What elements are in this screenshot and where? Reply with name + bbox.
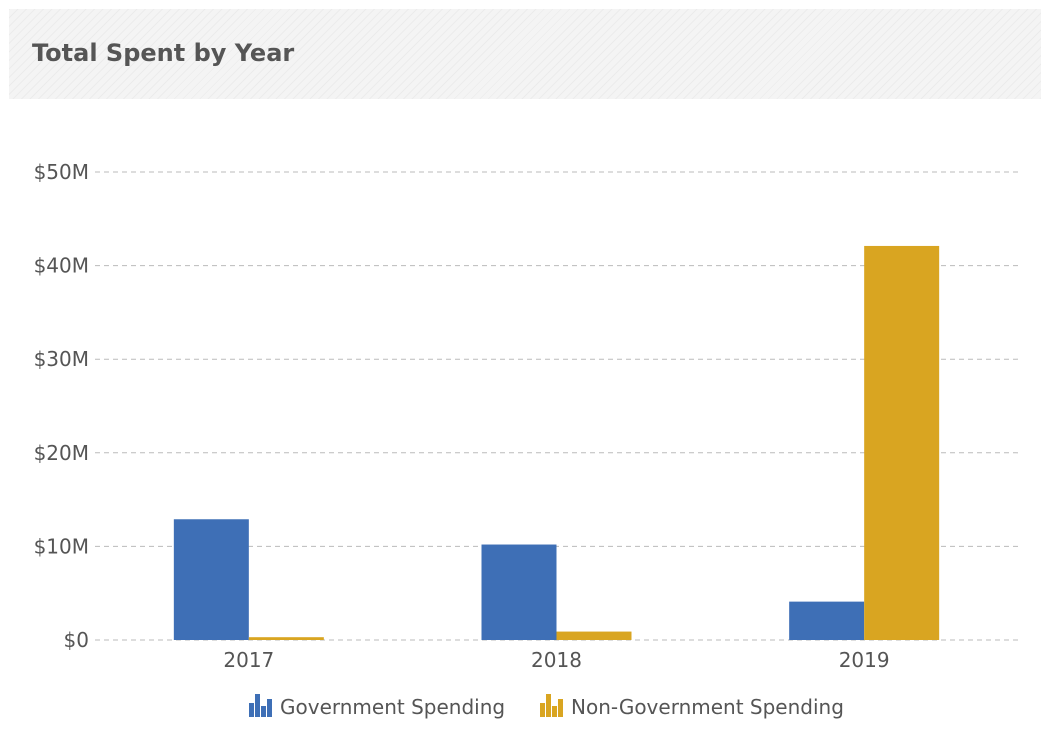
x-tick-label: 2017 xyxy=(223,648,274,672)
legend-icon-bar xyxy=(249,703,254,717)
y-tick-label: $30M xyxy=(34,347,89,371)
legend-item-government[interactable]: Government Spending xyxy=(249,694,505,719)
y-tick-label: $10M xyxy=(34,534,89,558)
legend-item-non-government[interactable]: Non-Government Spending xyxy=(540,694,844,719)
legend-label: Government Spending xyxy=(280,695,505,719)
y-tick-label: $50M xyxy=(34,160,89,184)
bar-non-government-2017[interactable] xyxy=(248,637,324,640)
bar-chart-icon xyxy=(249,694,272,717)
bar-government-2019[interactable] xyxy=(789,601,865,640)
legend-icon-bar xyxy=(540,703,545,717)
x-tick-label: 2019 xyxy=(839,648,890,672)
y-tick-label: $40M xyxy=(34,254,89,278)
bar-government-2018[interactable] xyxy=(481,544,557,640)
chart-header: Total Spent by Year xyxy=(9,9,1041,99)
legend-icon-bar xyxy=(552,706,557,717)
legend-label: Non-Government Spending xyxy=(571,695,844,719)
bar-chart-icon xyxy=(540,694,563,717)
y-tick-label: $0 xyxy=(64,628,89,652)
legend-icon-bar xyxy=(546,694,551,717)
legend-icon-bar xyxy=(255,694,260,717)
bar-government-2017[interactable] xyxy=(173,519,249,640)
bar-non-government-2019[interactable] xyxy=(864,245,940,640)
legend-icon-bar xyxy=(261,706,266,717)
bar-non-government-2018[interactable] xyxy=(556,631,632,640)
chart-title: Total Spent by Year xyxy=(32,39,295,67)
y-tick-label: $20M xyxy=(34,441,89,465)
x-tick-label: 2018 xyxy=(531,648,582,672)
legend-icon-bar xyxy=(558,699,563,717)
legend-icon-bar xyxy=(267,699,272,717)
